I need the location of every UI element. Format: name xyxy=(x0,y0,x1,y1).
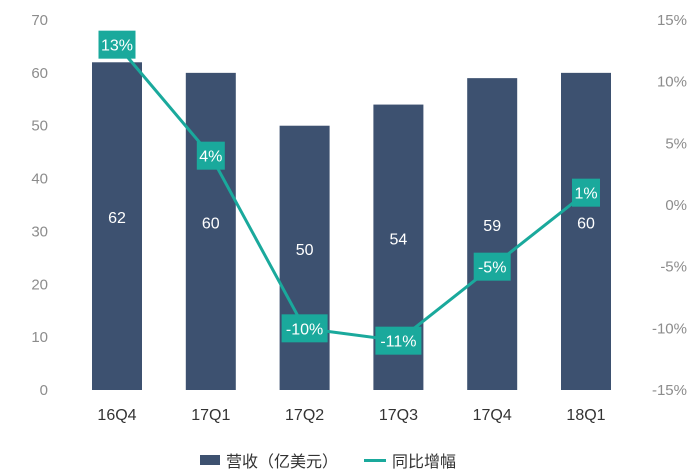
bar-value-label: 59 xyxy=(483,218,501,235)
legend-line-swatch xyxy=(364,458,387,462)
left-tick-label: 60 xyxy=(31,65,48,82)
category-label: 17Q2 xyxy=(285,407,324,424)
right-tick-label: -5% xyxy=(660,259,687,276)
bar-value-label: 50 xyxy=(296,242,314,259)
bar-value-label: 60 xyxy=(202,215,220,232)
bar-value-label: 62 xyxy=(108,210,126,227)
right-tick-label: -15% xyxy=(652,382,687,399)
right-tick-label: 5% xyxy=(665,135,687,152)
growth-value-label: -10% xyxy=(286,321,323,338)
legend-item-revenue: 营收（亿美元） xyxy=(200,448,338,472)
right-tick-label: 10% xyxy=(657,74,687,91)
left-tick-label: 10 xyxy=(31,329,48,346)
left-tick-label: 20 xyxy=(31,276,48,293)
left-tick-label: 50 xyxy=(31,118,48,135)
growth-value-label: 13% xyxy=(101,38,133,55)
right-tick-label: -10% xyxy=(652,320,687,337)
right-axis: -15% -10% -5% 0% 5% 10% 15% xyxy=(652,12,687,399)
bar xyxy=(279,125,330,390)
growth-label-box xyxy=(572,178,600,207)
bar-value-label: 54 xyxy=(390,231,408,248)
growth-label-box xyxy=(196,141,225,170)
bar xyxy=(92,62,142,391)
bar-series xyxy=(92,62,611,391)
category-label: 17Q1 xyxy=(191,407,230,424)
bar-labels: 62 60 50 54 59 60 xyxy=(108,210,595,259)
category-label: 17Q3 xyxy=(379,407,418,424)
growth-label-box xyxy=(375,326,422,355)
legend-label-growth: 同比增幅 xyxy=(392,454,457,471)
growth-label-box xyxy=(281,314,328,343)
left-tick-label: 0 xyxy=(40,382,48,399)
growth-value-label: 1% xyxy=(574,186,597,203)
growth-value-label: -11% xyxy=(380,334,416,351)
left-axis: 0 10 20 30 40 50 60 70 xyxy=(31,12,48,399)
left-tick-label: 30 xyxy=(31,223,48,240)
legend: 营收（亿美元） 同比增幅 xyxy=(200,448,482,472)
growth-value-label: -5% xyxy=(478,260,506,277)
bar xyxy=(185,72,236,390)
line-labels: 13% 4% -10% -11% -5% 1% xyxy=(98,30,600,355)
legend-item-growth: 同比增幅 xyxy=(364,448,456,472)
bar xyxy=(467,78,518,391)
growth-label-box xyxy=(98,30,136,59)
category-label: 16Q4 xyxy=(97,407,136,424)
left-tick-label: 70 xyxy=(31,12,48,29)
right-tick-label: 0% xyxy=(665,197,687,214)
revenue-growth-chart: 0 10 20 30 40 50 60 70 -15% -10% -5% 0% 5% 10% 15% 62… xyxy=(31,12,687,424)
left-tick-label: 40 xyxy=(31,171,48,188)
bar xyxy=(561,72,611,390)
right-tick-label: 15% xyxy=(657,12,687,29)
category-label: 18Q1 xyxy=(566,407,605,424)
legend-bar-swatch xyxy=(200,455,220,465)
category-label: 17Q4 xyxy=(473,407,512,424)
bar-value-label: 60 xyxy=(577,215,595,232)
legend-label-revenue: 营收（亿美元） xyxy=(226,454,339,471)
category-axis: 16Q4 17Q1 17Q2 17Q3 17Q4 18Q1 xyxy=(97,407,605,424)
growth-value-label: 4% xyxy=(199,149,222,166)
growth-label-box xyxy=(473,252,511,281)
